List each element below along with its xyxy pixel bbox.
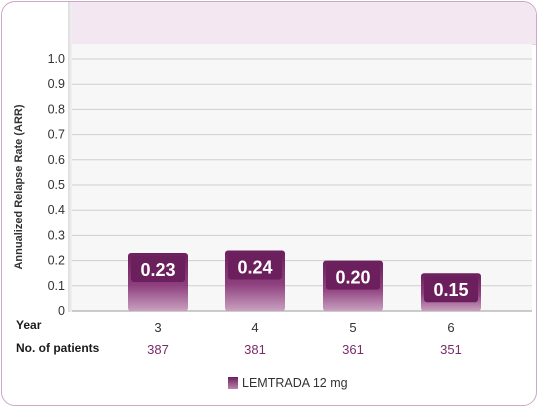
bar-value-label: 0.15: [433, 280, 468, 300]
patients-row-label: No. of patients: [16, 341, 100, 355]
bar-label-bg: [131, 256, 185, 283]
patient-count: 351: [440, 342, 462, 357]
x-tick-label: 3: [154, 320, 161, 335]
x-tick-label: 5: [349, 320, 356, 335]
y-tick-label: 0.9: [48, 77, 65, 91]
bar-value-label: 0.24: [237, 258, 272, 278]
y-tick-label: 0.3: [48, 228, 65, 242]
y-tick-label: 0.4: [48, 203, 65, 217]
y-axis-label-wrap: Annualized Relapse Rate (ARR): [8, 62, 30, 312]
legend-swatch: [228, 377, 238, 389]
patient-count: 361: [342, 342, 364, 357]
y-tick-label: 0.1: [48, 279, 65, 293]
y-tick-label: 0.6: [48, 153, 65, 167]
legend-label: LEMTRADA 12 mg: [242, 376, 348, 390]
bar-value-label: 0.23: [140, 260, 175, 280]
bar-label-bg: [228, 253, 282, 280]
x-tick-label: 4: [251, 320, 258, 335]
y-tick-label: 1.0: [48, 52, 65, 66]
x-axis-label: Year: [16, 318, 42, 332]
x-tick-label: 6: [447, 320, 454, 335]
y-tick-label: 0.8: [48, 102, 65, 116]
y-tick-label: 0.5: [48, 178, 65, 192]
legend: LEMTRADA 12 mg: [228, 376, 348, 390]
bar-value-label: 0.20: [335, 268, 370, 288]
y-tick-label: 0.2: [48, 254, 65, 268]
bar-label-bg: [424, 276, 478, 303]
y-tick-label: 0: [58, 304, 65, 318]
patient-count: 387: [147, 342, 169, 357]
y-axis-label: Annualized Relapse Rate (ARR): [13, 104, 25, 270]
y-tick-label: 0.7: [48, 128, 65, 142]
patient-count: 381: [244, 342, 266, 357]
bar-label-bg: [326, 263, 380, 290]
plot-left-edge: [68, 2, 72, 312]
